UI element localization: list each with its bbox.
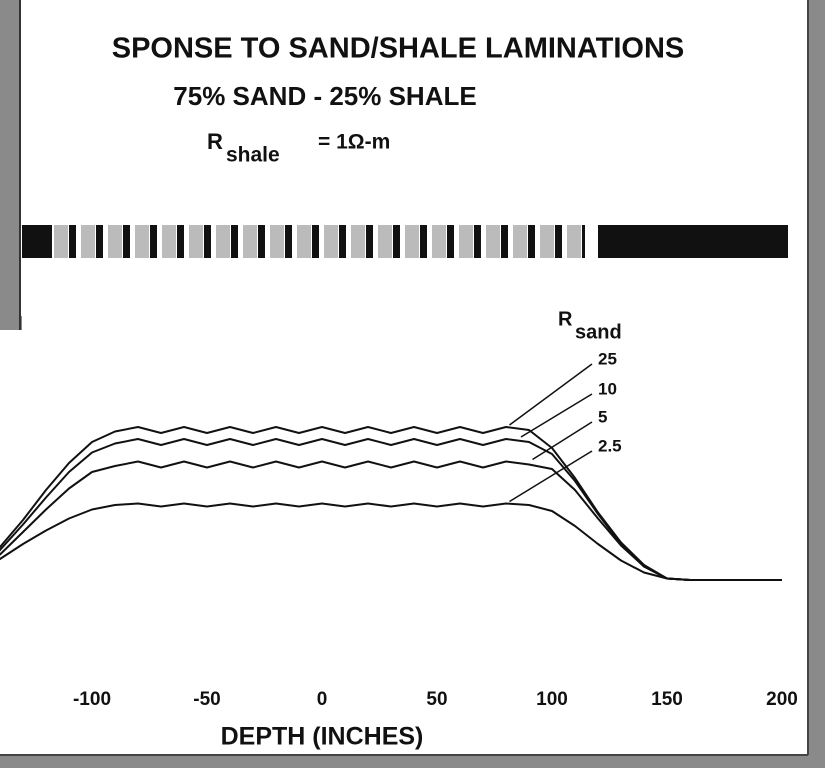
legend-label: 10 [598,379,617,398]
shale-value: = 1Ω-m [318,131,390,154]
legend-symbol: R [558,308,573,330]
legend-label: 25 [598,349,617,368]
x-tick-label: 150 [651,689,683,710]
x-tick-label: -100 [73,689,111,710]
x-tick-label: 100 [536,689,568,710]
shale-symbol: R [207,129,223,154]
legend-label: 2.5 [598,436,622,455]
page: {"chart_data": { "type": "line", "title"… [0,0,825,768]
legend-subscript: sand [575,321,622,343]
lamination-bar [22,225,788,258]
background [0,0,825,768]
legend-label: 5 [598,407,607,426]
x-tick-label: 200 [766,689,798,710]
chart-subtitle: 75% SAND - 25% SHALE [173,81,476,111]
x-axis-label: DEPTH (INCHES) [221,723,424,751]
x-tick-label: 0 [317,689,328,710]
shale-subscript: shale [226,144,280,167]
chart: SPONSE TO SAND/SHALE LAMINATIONS 75% SAN… [0,0,825,768]
x-tick-label: 50 [426,689,447,710]
x-tick-label: -50 [193,689,220,710]
chart-title: SPONSE TO SAND/SHALE LAMINATIONS [112,33,685,65]
